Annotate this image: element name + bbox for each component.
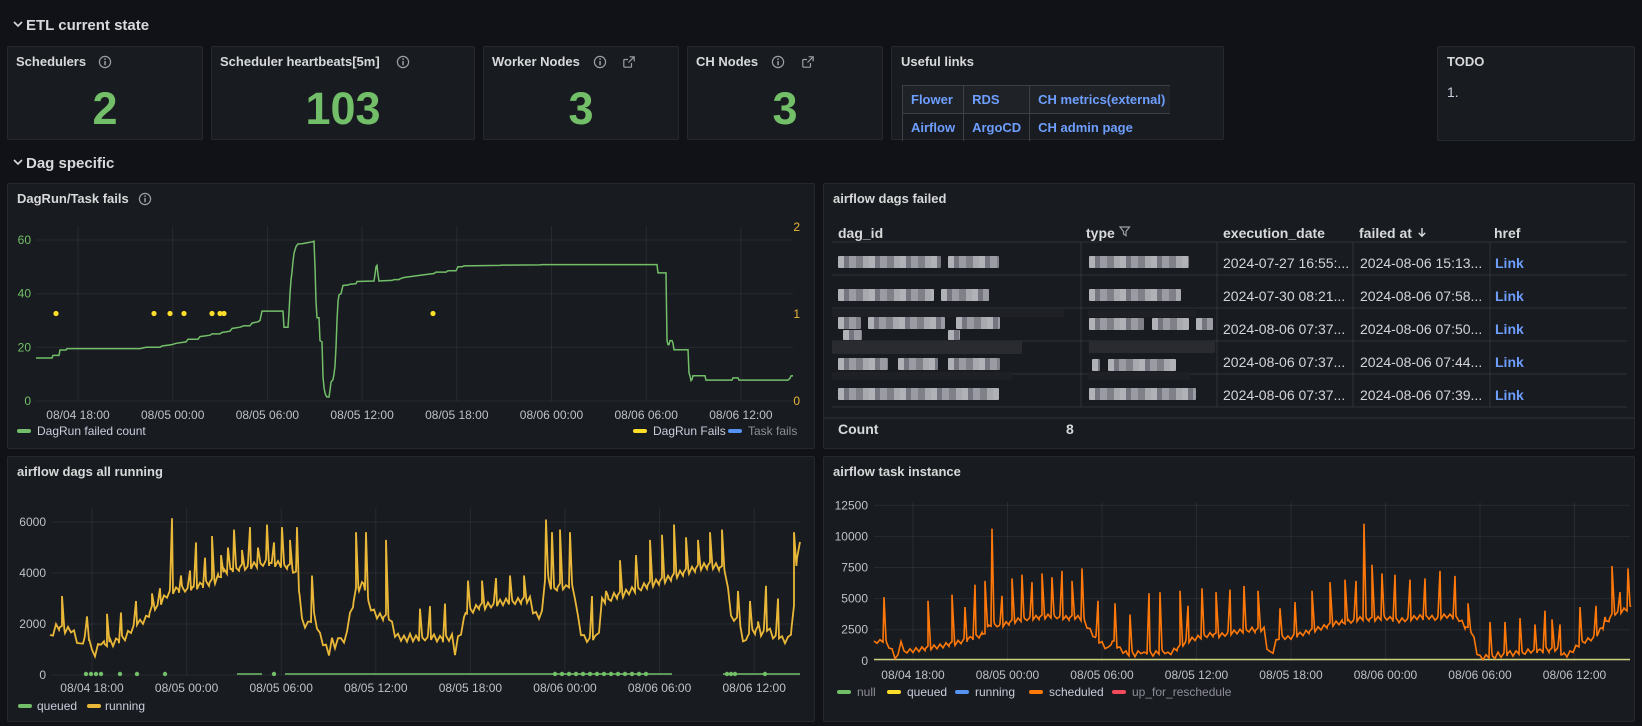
svg-text:2024-08-06 07:37...: 2024-08-06 07:37... [1223,387,1345,403]
svg-text:2024-08-06 07:44...: 2024-08-06 07:44... [1360,354,1482,370]
svg-text:2024-08-06 07:37...: 2024-08-06 07:37... [1223,321,1345,337]
svg-text:running: running [105,699,145,713]
svg-text:Count: Count [838,421,879,437]
svg-text:7500: 7500 [841,561,868,575]
svg-text:2000: 2000 [19,617,46,631]
svg-text:DagRun failed count: DagRun failed count [37,424,146,438]
svg-text:40: 40 [18,287,32,301]
svg-text:2024-08-06 07:37...: 2024-08-06 07:37... [1223,354,1345,370]
svg-text:2: 2 [793,220,800,234]
svg-text:08/05 00:00: 08/05 00:00 [976,668,1040,682]
svg-text:2024-08-06 07:50...: 2024-08-06 07:50... [1360,321,1482,337]
svg-text:08/04 18:00: 08/04 18:00 [881,668,945,682]
svg-text:type: type [1086,225,1115,241]
svg-text:08/05 06:00: 08/05 06:00 [249,681,313,695]
svg-text:8: 8 [1066,421,1074,437]
svg-text:08/06 12:00: 08/06 12:00 [709,408,773,422]
svg-text:08/05 12:00: 08/05 12:00 [330,408,394,422]
svg-text:2024-08-06 07:58...: 2024-08-06 07:58... [1360,288,1482,304]
svg-text:6000: 6000 [19,515,46,529]
svg-text:08/05 18:00: 08/05 18:00 [1259,668,1323,682]
svg-text:failed at: failed at [1359,225,1412,241]
svg-text:08/06 00:00: 08/06 00:00 [533,681,597,695]
svg-text:60: 60 [18,233,32,247]
svg-text:Link: Link [1495,255,1524,271]
svg-text:12500: 12500 [835,498,869,512]
svg-text:dag_id: dag_id [838,225,883,241]
svg-text:execution_date: execution_date [1223,225,1325,241]
svg-text:2500: 2500 [841,623,868,637]
svg-text:08/06 00:00: 08/06 00:00 [520,408,584,422]
svg-text:0: 0 [861,654,868,668]
svg-text:08/06 12:00: 08/06 12:00 [722,681,786,695]
svg-text:up_for_reschedule: up_for_reschedule [1132,685,1232,699]
svg-text:08/04 18:00: 08/04 18:00 [60,681,124,695]
svg-text:5000: 5000 [841,592,868,606]
svg-text:Link: Link [1495,288,1524,304]
svg-text:queued: queued [907,685,947,699]
svg-text:null: null [857,685,876,699]
svg-text:08/05 12:00: 08/05 12:00 [1165,668,1229,682]
svg-text:08/06 06:00: 08/06 06:00 [614,408,678,422]
svg-text:1: 1 [793,307,800,321]
svg-text:10000: 10000 [835,529,869,543]
svg-text:running: running [975,685,1015,699]
svg-text:href: href [1494,225,1521,241]
svg-text:Link: Link [1495,354,1524,370]
svg-text:20: 20 [18,340,32,354]
svg-text:0: 0 [24,394,31,408]
svg-text:queued: queued [37,699,77,713]
svg-text:08/05 06:00: 08/05 06:00 [1070,668,1134,682]
svg-text:08/04 18:00: 08/04 18:00 [46,408,110,422]
svg-text:08/06 06:00: 08/06 06:00 [1448,668,1512,682]
svg-text:Task fails: Task fails [748,424,797,438]
svg-text:0: 0 [793,394,800,408]
svg-text:2024-08-06 07:39...: 2024-08-06 07:39... [1360,387,1482,403]
svg-text:08/06 06:00: 08/06 06:00 [628,681,692,695]
svg-text:08/05 00:00: 08/05 00:00 [141,408,205,422]
svg-text:2024-07-27 16:55:...: 2024-07-27 16:55:... [1223,255,1349,271]
svg-text:08/06 00:00: 08/06 00:00 [1354,668,1418,682]
svg-text:Link: Link [1495,321,1524,337]
svg-text:08/05 18:00: 08/05 18:00 [439,681,503,695]
svg-text:Link: Link [1495,387,1524,403]
svg-text:4000: 4000 [19,566,46,580]
svg-text:DagRun Fails: DagRun Fails [653,424,726,438]
svg-text:08/05 12:00: 08/05 12:00 [344,681,408,695]
svg-text:0: 0 [39,668,46,682]
svg-text:08/05 18:00: 08/05 18:00 [425,408,489,422]
svg-text:scheduled: scheduled [1049,685,1104,699]
svg-text:2024-08-06 15:13...: 2024-08-06 15:13... [1360,255,1482,271]
svg-text:08/05 06:00: 08/05 06:00 [236,408,300,422]
svg-text:08/06 12:00: 08/06 12:00 [1543,668,1607,682]
svg-text:2024-07-30 08:21...: 2024-07-30 08:21... [1223,288,1345,304]
svg-text:08/05 00:00: 08/05 00:00 [155,681,219,695]
